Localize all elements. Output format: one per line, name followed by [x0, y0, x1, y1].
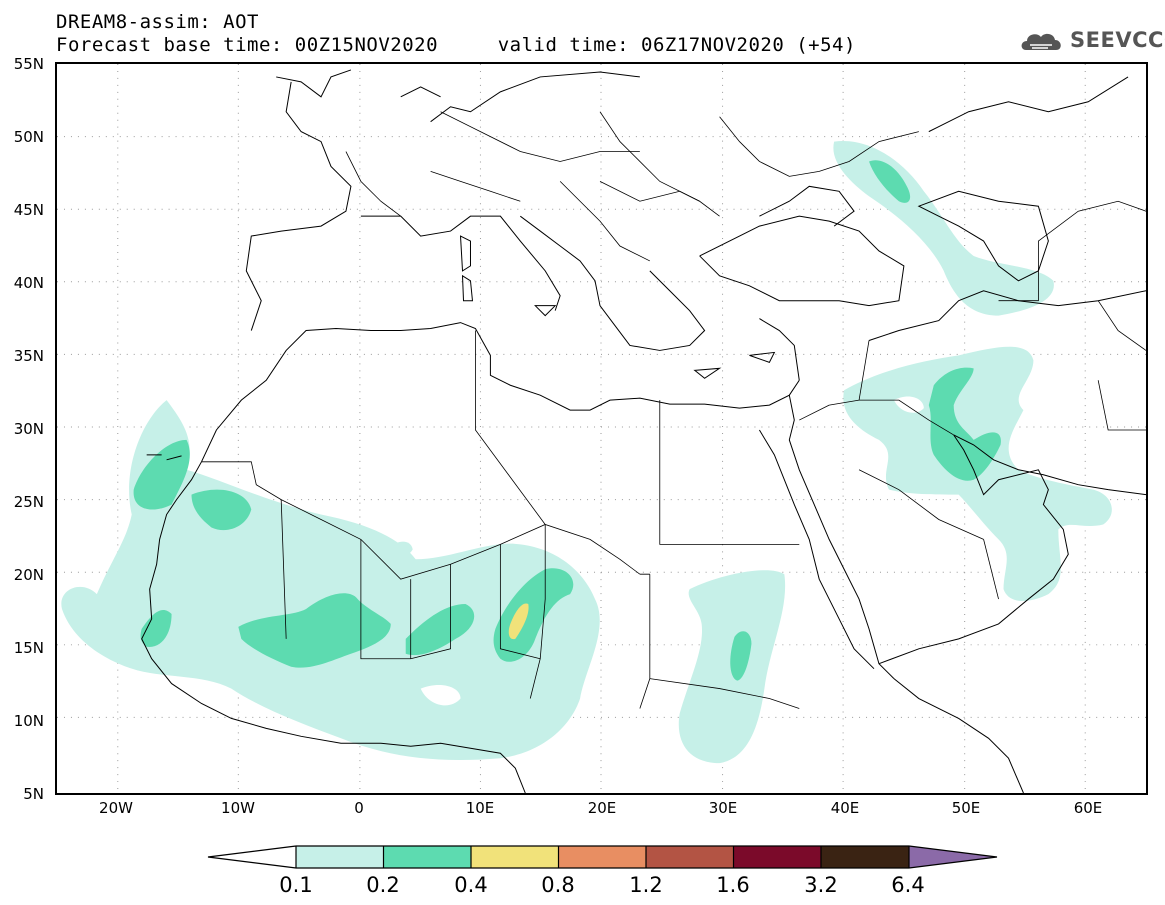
- colorbar-label: 3.2: [804, 873, 838, 897]
- lon-label: 10W: [221, 799, 255, 817]
- lat-label: 25N: [13, 493, 44, 511]
- aot-map: [55, 62, 1148, 795]
- lon-label: 40E: [830, 799, 860, 817]
- country-borders: [201, 111, 1146, 709]
- colorbar-swatch: [383, 846, 472, 868]
- colorbar-label: 1.2: [629, 873, 663, 897]
- lat-label: 5N: [23, 785, 44, 803]
- colorbar-label: 0.2: [366, 873, 400, 897]
- colorbar-over-arrow: [909, 846, 997, 868]
- colorbar-label: 0.8: [541, 873, 575, 897]
- colorbar-swatch: [733, 846, 822, 868]
- lon-label: 0: [354, 799, 364, 817]
- aot-level-0.4: [508, 603, 529, 640]
- lat-label: 20N: [13, 566, 44, 584]
- colorbar-label: 0.4: [454, 873, 488, 897]
- map-subtitle: Forecast base time: 00Z15NOV2020 valid t…: [56, 34, 856, 56]
- coastlines: [141, 69, 1146, 793]
- lat-label: 30N: [13, 420, 44, 438]
- colorbar-outline: [207, 845, 998, 869]
- lon-label: 10E: [465, 799, 495, 817]
- colorbar-label: 0.1: [279, 873, 313, 897]
- lon-label: 50E: [951, 799, 981, 817]
- logo-text: SEEVCCC: [1070, 28, 1165, 52]
- lat-label: 10N: [13, 712, 44, 730]
- colorbar-under-arrow: [208, 846, 296, 868]
- lon-label: 20E: [587, 799, 617, 817]
- colorbar-swatch: [821, 846, 909, 868]
- colorbar-swatch: [558, 846, 647, 868]
- lon-label: 20W: [99, 799, 133, 817]
- colorbar-swatch: [296, 846, 384, 868]
- map-title: DREAM8-assim: AOT: [56, 11, 259, 33]
- colorbar-fills: [208, 846, 997, 868]
- lon-label: 30E: [708, 799, 738, 817]
- lat-label: 35N: [13, 347, 44, 365]
- colorbar-swatch: [471, 846, 559, 868]
- lat-label: 15N: [13, 639, 44, 657]
- graticule: [57, 64, 1146, 793]
- colorbar: [207, 845, 998, 869]
- cloud-icon: [1021, 33, 1061, 50]
- colorbar-swatch: [646, 846, 734, 868]
- colorbar-label: 6.4: [891, 873, 925, 897]
- lat-label: 55N: [13, 55, 44, 73]
- lat-label: 50N: [13, 128, 44, 146]
- lat-label: 40N: [13, 274, 44, 292]
- lon-label: 60E: [1073, 799, 1103, 817]
- lat-label: 45N: [13, 201, 44, 219]
- colorbar-label: 1.6: [716, 873, 750, 897]
